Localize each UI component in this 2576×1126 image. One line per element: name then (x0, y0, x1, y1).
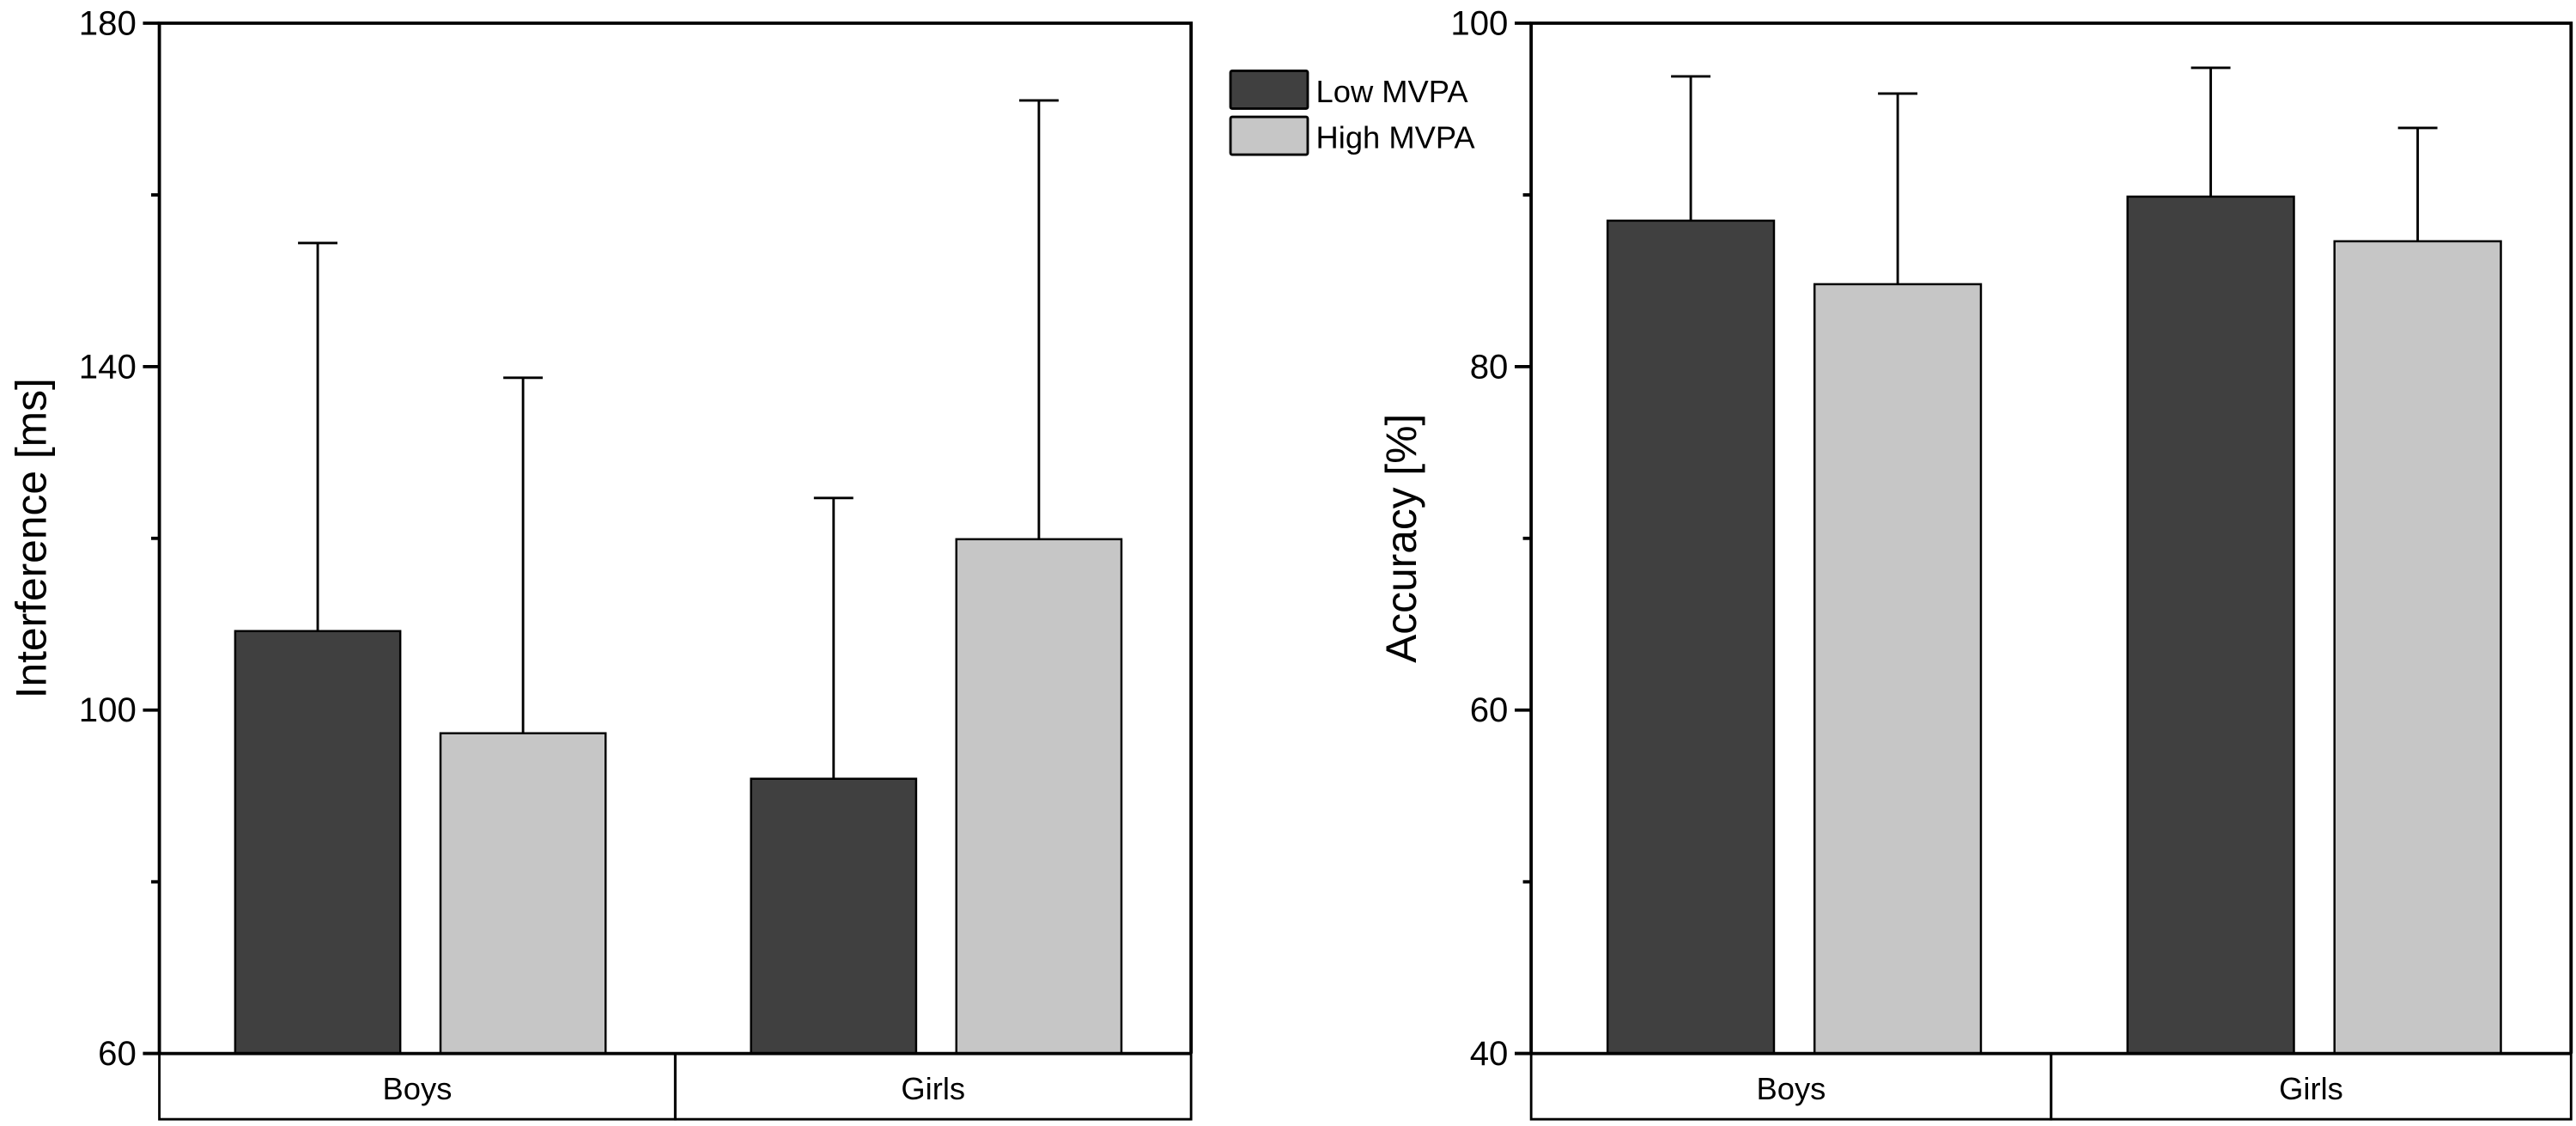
bar-girls-high (2333, 240, 2502, 1055)
bar-boys-high (1813, 283, 1983, 1055)
bar-boys-low (234, 630, 402, 1055)
y-axis-label: Interference [ms] (8, 378, 56, 698)
legend-swatch-low (1229, 70, 1309, 110)
chart-panel-1: Boys Girls 60 100 140 180 Interference [ms] (8, 3, 1194, 1121)
legend-label-high: High MVPA (1316, 119, 1476, 155)
bar-girls-high (955, 538, 1123, 1055)
y-tick-label: 80 (1470, 347, 1509, 386)
y-tick-label: 100 (79, 691, 137, 729)
y-tick-label: 180 (79, 3, 137, 42)
legend-label-low: Low MVPA (1316, 74, 1469, 109)
bar-boys-high (439, 732, 607, 1055)
x-tick-label: Boys (383, 1071, 453, 1106)
chart-panel-2: Boys Girls 40 60 80 100 Accuracy [%] (1377, 3, 2573, 1121)
y-axis-label: Accuracy [%] (1377, 414, 1425, 663)
x-tick-label: Girls (901, 1071, 965, 1106)
bar-boys-low (1606, 219, 1776, 1055)
y-tick-label: 140 (79, 347, 137, 386)
x-tick-label: Girls (2279, 1071, 2343, 1106)
x-tick-label: Boys (1757, 1071, 1826, 1106)
legend-swatch-high (1229, 115, 1309, 156)
y-tick-label: 100 (1450, 3, 1508, 42)
y-tick-label: 60 (98, 1034, 137, 1073)
y-tick-label: 40 (1470, 1034, 1509, 1073)
y-tick-label: 60 (1470, 691, 1509, 729)
bar-girls-low (750, 777, 918, 1055)
bar-girls-low (2126, 195, 2295, 1055)
legend: Low MVPA High MVPA (1229, 70, 1476, 156)
